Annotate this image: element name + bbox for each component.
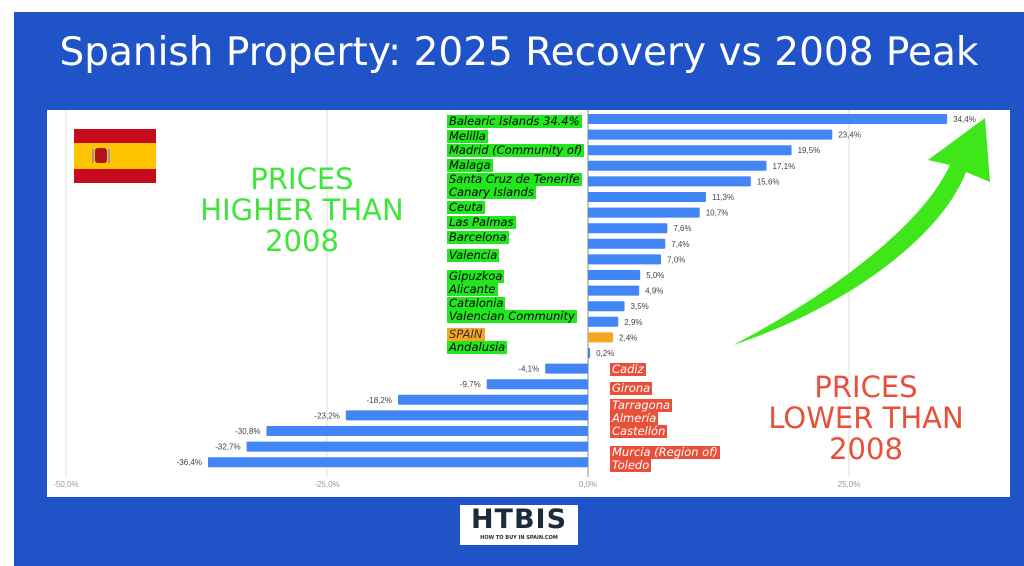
category-label: Ceuta: [447, 200, 485, 214]
prices-higher-annotation: PRICES HIGHER THAN 2008: [190, 164, 414, 257]
bar: [588, 238, 666, 249]
data-label: 4,9%: [645, 287, 663, 296]
category-label: Melilla: [447, 129, 488, 143]
data-label: 23,4%: [838, 131, 861, 140]
category-label: Murcia (Region of): [610, 445, 720, 459]
bar: [545, 363, 588, 374]
data-label: 5,0%: [646, 271, 664, 280]
data-label: -36,4%: [177, 458, 202, 467]
category-label: Canary Islands: [447, 185, 536, 199]
annotation-line: 2008: [265, 224, 339, 258]
category-label: Malaga: [447, 158, 493, 172]
category-label: Catalonia: [447, 296, 506, 310]
category-label: Las Palmas: [447, 215, 516, 229]
bar: [588, 332, 614, 343]
bar: [588, 254, 662, 265]
bar: [207, 457, 588, 468]
bar: [588, 316, 619, 327]
chart-panel: -50,0% -25,0% 0,0% 25,0% 34,4% 23,4% 19,5% 17,1…: [47, 110, 1010, 497]
bar: [266, 426, 588, 436]
bar: [397, 394, 588, 405]
annotation-line: HIGHER THAN: [200, 193, 404, 227]
bar: [588, 223, 668, 234]
bar: [486, 379, 588, 390]
category-label: Alicante: [447, 282, 498, 296]
data-label: 2,4%: [619, 333, 637, 342]
data-label: 17,1%: [773, 162, 796, 171]
bar: [588, 129, 833, 140]
data-label: 7,0%: [667, 255, 685, 264]
data-label: -23,2%: [314, 411, 339, 420]
page-title: Spanish Property: 2025 Recovery vs 2008 …: [59, 30, 979, 75]
data-label: 7,4%: [671, 240, 689, 249]
data-label: 3,5%: [631, 302, 649, 311]
category-label: Valencia: [447, 248, 500, 262]
category-label: Toledo: [610, 458, 652, 472]
bar: [588, 348, 591, 358]
prices-lower-annotation: PRICES LOWER THAN 2008: [752, 372, 980, 465]
x-tick-label: -25,0%: [314, 480, 339, 489]
x-tick-label: 0,0%: [579, 480, 597, 489]
annotation-line: PRICES: [250, 162, 354, 196]
category-label: Almería: [610, 411, 659, 425]
bar: [588, 145, 792, 156]
category-label: Andalusia: [447, 340, 508, 354]
bar: [588, 192, 706, 202]
annotation-line: LOWER THAN: [768, 401, 964, 435]
data-label: -9,7%: [460, 380, 481, 389]
category-label: Santa Cruz de Tenerife: [447, 172, 582, 186]
bar: [588, 301, 625, 312]
bar: [588, 176, 751, 187]
data-label: -30,8%: [235, 427, 260, 436]
annotation-line: PRICES: [814, 370, 918, 404]
data-label: -4,1%: [518, 365, 539, 374]
category-label: Valencian Community: [447, 309, 577, 323]
annotation-line: 2008: [829, 432, 903, 466]
data-label: 0,2%: [596, 349, 614, 358]
data-label: 7,6%: [673, 224, 691, 233]
category-label: Barcelona: [447, 230, 509, 244]
bar: [588, 285, 640, 296]
bar: [588, 160, 767, 171]
category-label: Girona: [610, 381, 653, 395]
bar: [588, 270, 641, 280]
data-label: 19,5%: [798, 146, 821, 155]
data-label: 10,7%: [706, 209, 729, 218]
data-label: 34,4%: [953, 115, 976, 124]
category-label: SPAIN: [447, 327, 485, 341]
htbis-logo: HTBIS HOW TO BUY IN SPAIN.COM: [460, 505, 578, 545]
data-label: 15,6%: [757, 177, 780, 186]
bar: [588, 207, 700, 218]
bar: [246, 441, 588, 452]
bar: [588, 114, 948, 124]
x-tick-label: 25,0%: [838, 480, 861, 489]
bar-chart: -50,0% -25,0% 0,0% 25,0% 34,4% 23,4% 19,5%17,1…: [53, 110, 976, 489]
category-label: Balearic Islands 34.4%: [447, 114, 582, 128]
category-label: Madrid (Community of): [447, 143, 585, 157]
data-label: 11,3%: [712, 193, 734, 202]
category-label: Cadiz: [610, 362, 646, 376]
bar: [345, 410, 588, 421]
x-tick-label: -50,0%: [53, 480, 78, 489]
data-label: -18,2%: [367, 396, 392, 405]
spain-flag-icon: [74, 129, 156, 183]
data-label: 2,9%: [624, 318, 642, 327]
category-label: Tarragona: [610, 398, 673, 412]
category-label: Gipuzkoa: [447, 269, 505, 283]
category-label: Castellón: [610, 424, 668, 438]
data-label: -32,7%: [215, 443, 240, 452]
